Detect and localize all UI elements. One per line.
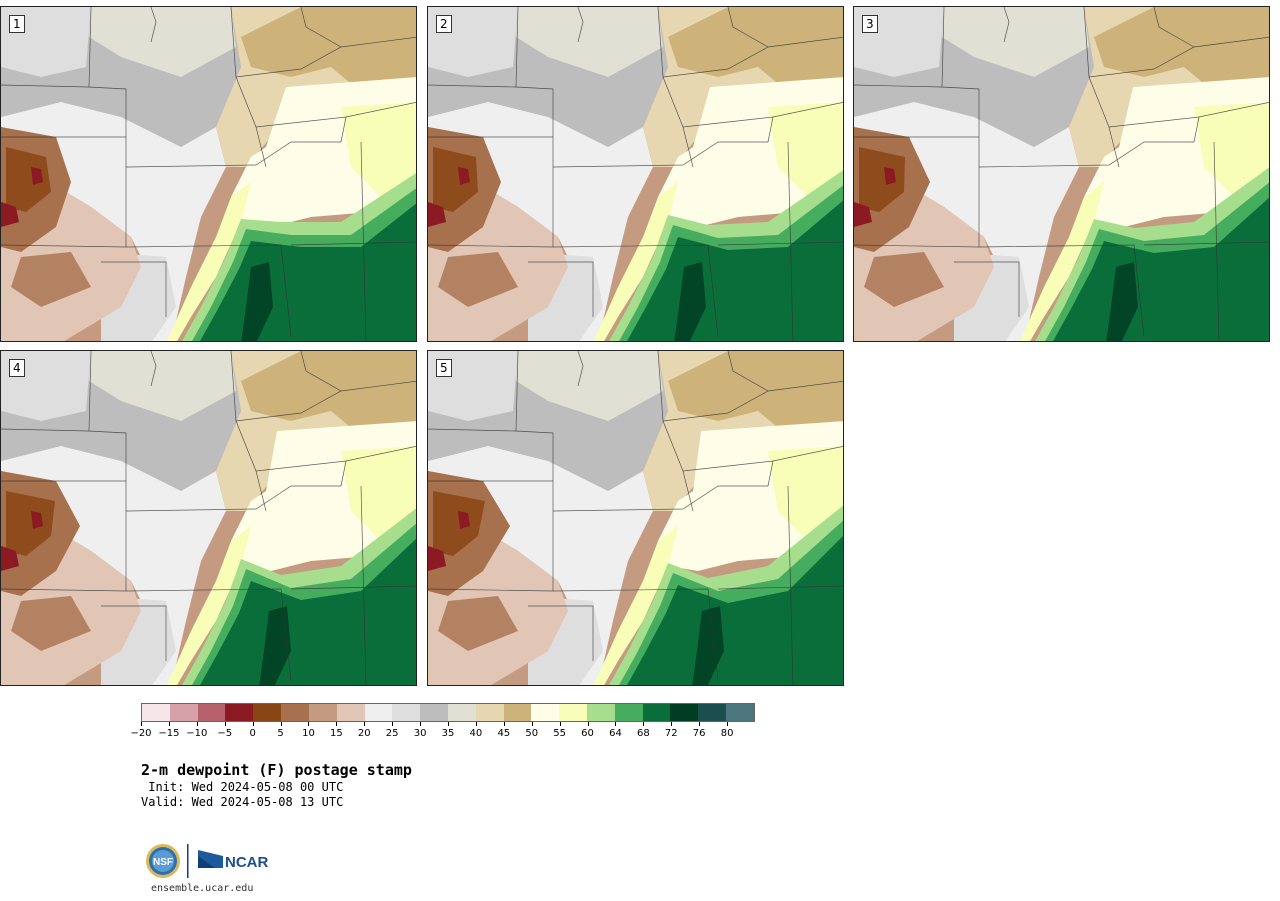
colorbar-tick [727, 722, 729, 726]
colorbar-tick-label: 30 [413, 728, 427, 739]
panel-label: 2 [436, 15, 452, 33]
colorbar-tick [475, 722, 477, 726]
dewpoint-map [1, 7, 416, 341]
dewpoint-map [428, 351, 843, 685]
colorbar-swatch [392, 704, 421, 721]
colorbar-tick-label: 20 [357, 728, 371, 739]
map-panel-1: 1 [0, 6, 417, 342]
colorbar-swatch [364, 704, 393, 721]
colorbar-swatch [531, 704, 560, 721]
panel-label: 4 [9, 359, 25, 377]
website-url: ensemble.ucar.edu [151, 883, 254, 894]
colorbar-swatch [308, 704, 337, 721]
colorbar-swatch [169, 704, 198, 721]
nsf-logo-icon: NSF [146, 844, 180, 878]
colorbar-tick [224, 722, 226, 726]
dewpoint-map [854, 7, 1269, 341]
colorbar-tick-label: 45 [497, 728, 511, 739]
colorbar-swatch [142, 704, 170, 721]
colorbar-tick [141, 722, 142, 726]
colorbar-swatch [447, 704, 476, 721]
map-panel-3: 3 [853, 6, 1270, 342]
panel-label: 3 [862, 15, 878, 33]
colorbar-swatch [336, 704, 365, 721]
colorbar-ticks: −20 −15 −10 −5 0 5 10 15 20 25 30 35 40 45 50 55 60 64 68 7… [130, 722, 755, 742]
colorbar-swatch [281, 704, 309, 721]
map-panel-5: 5 [427, 350, 844, 686]
colorbar-tick-label: 64 [609, 728, 622, 739]
colorbar-swatch [587, 704, 615, 721]
colorbar-swatch [225, 704, 254, 721]
colorbar-tick-label: 68 [636, 728, 650, 739]
colorbar-tick [503, 722, 505, 726]
plot-title: 2-m dewpoint (F) postage stamp [141, 761, 412, 779]
colorbar-tick [448, 722, 449, 726]
colorbar-tick-label: 35 [441, 728, 455, 739]
colorbar-swatch [475, 704, 504, 721]
colorbar-swatch [197, 704, 226, 721]
colorbar-tick [364, 722, 366, 726]
colorbar-tick-label: 40 [469, 728, 483, 739]
colorbar-tick-label: 76 [692, 728, 706, 739]
colorbar-tick [308, 722, 310, 726]
colorbar-swatch [670, 704, 699, 721]
colorbar-swatch [642, 704, 671, 721]
colorbar-tick-label: −20 [130, 728, 152, 739]
nsf-ncar-logo: NSF NCAR [143, 842, 283, 882]
colorbar-tick [196, 722, 198, 726]
colorbar-tick [168, 722, 170, 726]
svg-text:NCAR: NCAR [225, 854, 268, 871]
colorbar-swatch [559, 704, 587, 721]
colorbar-swatch [614, 704, 643, 721]
map-panel-2: 2 [427, 6, 844, 342]
ncar-logo-icon: NCAR [198, 850, 268, 871]
colorbar-tick [587, 722, 589, 726]
colorbar-tick [559, 722, 561, 726]
colorbar-tick-label: 0 [249, 728, 256, 739]
dewpoint-map [1, 351, 416, 685]
colorbar-tick-label: 5 [277, 728, 284, 739]
colorbar-tick-label: −15 [158, 728, 180, 739]
colorbar-tick [252, 722, 254, 726]
init-time: Init: Wed 2024-05-08 00 UTC [141, 780, 344, 794]
dewpoint-map [428, 7, 843, 341]
colorbar-tick [336, 722, 338, 726]
colorbar-tick-label: 60 [581, 728, 594, 739]
colorbar-tick [699, 722, 701, 726]
colorbar-tick-label: −5 [217, 728, 233, 739]
colorbar-swatch [253, 704, 282, 721]
colorbar-tick-label: −10 [186, 728, 208, 739]
colorbar-tick [615, 722, 617, 726]
valid-time: Valid: Wed 2024-05-08 13 UTC [141, 795, 344, 809]
colorbar-tick-label: 55 [553, 728, 566, 739]
map-panel-4: 4 [0, 350, 417, 686]
colorbar-swatch [503, 704, 532, 721]
colorbar-tick-label: 25 [385, 728, 399, 739]
colorbar-tick-label: 80 [720, 728, 734, 739]
colorbar [141, 703, 755, 722]
colorbar-tick [420, 722, 422, 726]
colorbar-swatch [726, 704, 754, 721]
colorbar-tick-label: 15 [329, 728, 343, 739]
colorbar-swatch [698, 704, 727, 721]
colorbar-swatch [420, 704, 448, 721]
colorbar-tick [671, 722, 673, 726]
svg-text:NSF: NSF [153, 857, 173, 868]
colorbar-tick [643, 722, 645, 726]
colorbar-tick [392, 722, 394, 726]
colorbar-tick-label: 50 [525, 728, 539, 739]
colorbar-tick [531, 722, 533, 726]
panel-label: 5 [436, 359, 452, 377]
colorbar-tick [280, 722, 282, 726]
panel-label: 1 [9, 15, 25, 33]
colorbar-tick-label: 72 [664, 728, 678, 739]
colorbar-tick-label: 10 [302, 728, 315, 739]
